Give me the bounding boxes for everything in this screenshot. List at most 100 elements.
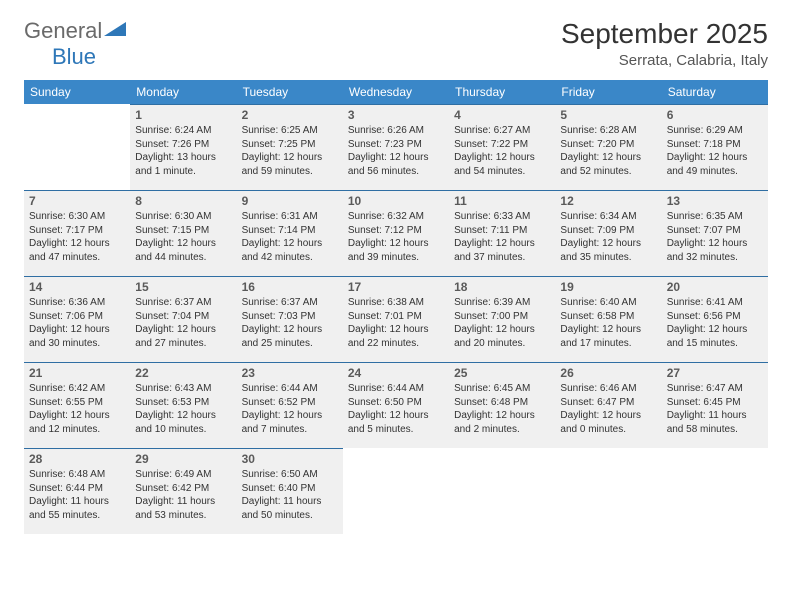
brand-triangle-icon — [104, 22, 126, 38]
location-text: Serrata, Calabria, Italy — [561, 52, 768, 69]
day-cell: 8 Sunrise: 6:30 AMSunset: 7:15 PMDaylight… — [130, 190, 236, 276]
day-header: Saturday — [662, 80, 768, 104]
day-number: 28 — [29, 452, 125, 466]
day-number: 9 — [242, 194, 338, 208]
calendar-cell: 6Sunrise: 6:29 AMSunset: 7:18 PMDaylight… — [662, 104, 768, 190]
day-cell: 1Sunrise: 6:24 AMSunset: 7:26 PMDaylight… — [130, 104, 236, 190]
day-number: 20 — [667, 280, 763, 294]
calendar-cell: 21Sunrise: 6:42 AMSunset: 6:55 PMDayligh… — [24, 362, 130, 448]
day-info: Sunrise: 6:30 AMSunset: 7:15 PMDaylight:… — [135, 210, 231, 264]
calendar-cell: 3 Sunrise: 6:26 AMSunset: 7:23 PMDaylight… — [343, 104, 449, 190]
day-number: 11 — [454, 194, 550, 208]
header: General Blue September 2025 Serrata, Cal… — [24, 18, 768, 70]
calendar-cell: 10 Sunrise: 6:32 AMSunset: 7:12 PMDayligh… — [343, 190, 449, 276]
day-info: Sunrise: 6:28 AMSunset: 7:20 PMDaylight:… — [560, 124, 656, 178]
calendar-week-row: 7 Sunrise: 6:30 AMSunset: 7:17 PMDaylight… — [24, 190, 768, 276]
day-info: Sunrise: 6:42 AMSunset: 6:55 PMDaylight:… — [29, 382, 125, 436]
calendar-cell: 4 Sunrise: 6:27 AMSunset: 7:22 PMDaylight… — [449, 104, 555, 190]
day-info: Sunrise: 6:50 AMSunset: 6:40 PMDaylight:… — [242, 468, 338, 522]
day-cell: 25 Sunrise: 6:45 AMSunset: 6:48 PMDayligh… — [449, 362, 555, 448]
day-info: Sunrise: 6:44 AMSunset: 6:50 PMDaylight:… — [348, 382, 444, 436]
calendar-cell: 29Sunrise: 6:49 AMSunset: 6:42 PMDayligh… — [130, 448, 236, 534]
calendar-cell: 2Sunrise: 6:25 AMSunset: 7:25 PMDaylight… — [237, 104, 343, 190]
calendar-table: SundayMondayTuesdayWednesdayThursdayFrid… — [24, 80, 768, 534]
day-header: Wednesday — [343, 80, 449, 104]
calendar-cell: 18 Sunrise: 6:39 AMSunset: 7:00 PMDayligh… — [449, 276, 555, 362]
day-cell: 16 Sunrise: 6:37 AMSunset: 7:03 PMDayligh… — [237, 276, 343, 362]
day-number: 6 — [667, 108, 763, 122]
calendar-cell: 8 Sunrise: 6:30 AMSunset: 7:15 PMDaylight… — [130, 190, 236, 276]
day-number: 29 — [135, 452, 231, 466]
day-number: 25 — [454, 366, 550, 380]
day-number: 24 — [348, 366, 444, 380]
calendar-cell — [662, 448, 768, 534]
calendar-cell: 26Sunrise: 6:46 AMSunset: 6:47 PMDayligh… — [555, 362, 661, 448]
day-number: 12 — [560, 194, 656, 208]
day-info: Sunrise: 6:47 AMSunset: 6:45 PMDaylight:… — [667, 382, 763, 436]
brand-logo: General Blue — [24, 18, 126, 70]
day-info: Sunrise: 6:44 AMSunset: 6:52 PMDaylight:… — [242, 382, 338, 436]
day-cell: 2Sunrise: 6:25 AMSunset: 7:25 PMDaylight… — [237, 104, 343, 190]
calendar-cell: 30Sunrise: 6:50 AMSunset: 6:40 PMDayligh… — [237, 448, 343, 534]
day-header: Friday — [555, 80, 661, 104]
day-cell: 21Sunrise: 6:42 AMSunset: 6:55 PMDayligh… — [24, 362, 130, 448]
calendar-cell: 20Sunrise: 6:41 AMSunset: 6:56 PMDayligh… — [662, 276, 768, 362]
day-number: 23 — [242, 366, 338, 380]
day-number: 8 — [135, 194, 231, 208]
day-number: 22 — [135, 366, 231, 380]
calendar-cell — [449, 448, 555, 534]
calendar-cell: 12Sunrise: 6:34 AMSunset: 7:09 PMDayligh… — [555, 190, 661, 276]
day-cell: 17Sunrise: 6:38 AMSunset: 7:01 PMDayligh… — [343, 276, 449, 362]
day-cell: 12Sunrise: 6:34 AMSunset: 7:09 PMDayligh… — [555, 190, 661, 276]
day-cell: 23 Sunrise: 6:44 AMSunset: 6:52 PMDayligh… — [237, 362, 343, 448]
day-info: Sunrise: 6:30 AMSunset: 7:17 PMDaylight:… — [29, 210, 125, 264]
day-info: Sunrise: 6:45 AMSunset: 6:48 PMDaylight:… — [454, 382, 550, 436]
brand-part2: Blue — [24, 44, 96, 69]
day-info: Sunrise: 6:38 AMSunset: 7:01 PMDaylight:… — [348, 296, 444, 350]
empty-cell — [24, 104, 130, 190]
day-number: 4 — [454, 108, 550, 122]
day-number: 16 — [242, 280, 338, 294]
day-number: 7 — [29, 194, 125, 208]
day-info: Sunrise: 6:27 AMSunset: 7:22 PMDaylight:… — [454, 124, 550, 178]
day-info: Sunrise: 6:33 AMSunset: 7:11 PMDaylight:… — [454, 210, 550, 264]
day-cell: 5 Sunrise: 6:28 AMSunset: 7:20 PMDaylight… — [555, 104, 661, 190]
calendar-cell: 23 Sunrise: 6:44 AMSunset: 6:52 PMDayligh… — [237, 362, 343, 448]
day-number: 13 — [667, 194, 763, 208]
day-cell: 6Sunrise: 6:29 AMSunset: 7:18 PMDaylight… — [662, 104, 768, 190]
day-cell: 14Sunrise: 6:36 AMSunset: 7:06 PMDayligh… — [24, 276, 130, 362]
day-info: Sunrise: 6:32 AMSunset: 7:12 PMDaylight:… — [348, 210, 444, 264]
day-info: Sunrise: 6:26 AMSunset: 7:23 PMDaylight:… — [348, 124, 444, 178]
calendar-week-row: 1Sunrise: 6:24 AMSunset: 7:26 PMDaylight… — [24, 104, 768, 190]
day-number: 5 — [560, 108, 656, 122]
day-number: 10 — [348, 194, 444, 208]
day-cell: 30Sunrise: 6:50 AMSunset: 6:40 PMDayligh… — [237, 448, 343, 534]
calendar-cell: 27Sunrise: 6:47 AMSunset: 6:45 PMDayligh… — [662, 362, 768, 448]
day-info: Sunrise: 6:43 AMSunset: 6:53 PMDaylight:… — [135, 382, 231, 436]
day-info: Sunrise: 6:39 AMSunset: 7:00 PMDaylight:… — [454, 296, 550, 350]
calendar-cell: 19Sunrise: 6:40 AMSunset: 6:58 PMDayligh… — [555, 276, 661, 362]
calendar-cell: 7 Sunrise: 6:30 AMSunset: 7:17 PMDaylight… — [24, 190, 130, 276]
day-cell: 11 Sunrise: 6:33 AMSunset: 7:11 PMDayligh… — [449, 190, 555, 276]
day-info: Sunrise: 6:31 AMSunset: 7:14 PMDaylight:… — [242, 210, 338, 264]
day-number: 18 — [454, 280, 550, 294]
day-info: Sunrise: 6:48 AMSunset: 6:44 PMDaylight:… — [29, 468, 125, 522]
brand-part1: General — [24, 18, 102, 43]
day-number: 1 — [135, 108, 231, 122]
day-number: 19 — [560, 280, 656, 294]
day-number: 3 — [348, 108, 444, 122]
day-cell: 29Sunrise: 6:49 AMSunset: 6:42 PMDayligh… — [130, 448, 236, 534]
day-info: Sunrise: 6:37 AMSunset: 7:04 PMDaylight:… — [135, 296, 231, 350]
calendar-cell: 1Sunrise: 6:24 AMSunset: 7:26 PMDaylight… — [130, 104, 236, 190]
calendar-cell: 22 Sunrise: 6:43 AMSunset: 6:53 PMDayligh… — [130, 362, 236, 448]
title-block: September 2025 Serrata, Calabria, Italy — [561, 18, 768, 69]
calendar-cell: 24 Sunrise: 6:44 AMSunset: 6:50 PMDayligh… — [343, 362, 449, 448]
empty-cell — [662, 448, 768, 534]
calendar-cell: 15Sunrise: 6:37 AMSunset: 7:04 PMDayligh… — [130, 276, 236, 362]
day-cell: 18 Sunrise: 6:39 AMSunset: 7:00 PMDayligh… — [449, 276, 555, 362]
day-cell: 7 Sunrise: 6:30 AMSunset: 7:17 PMDaylight… — [24, 190, 130, 276]
day-cell: 27Sunrise: 6:47 AMSunset: 6:45 PMDayligh… — [662, 362, 768, 448]
day-info: Sunrise: 6:35 AMSunset: 7:07 PMDaylight:… — [667, 210, 763, 264]
day-info: Sunrise: 6:37 AMSunset: 7:03 PMDaylight:… — [242, 296, 338, 350]
empty-cell — [343, 448, 449, 534]
